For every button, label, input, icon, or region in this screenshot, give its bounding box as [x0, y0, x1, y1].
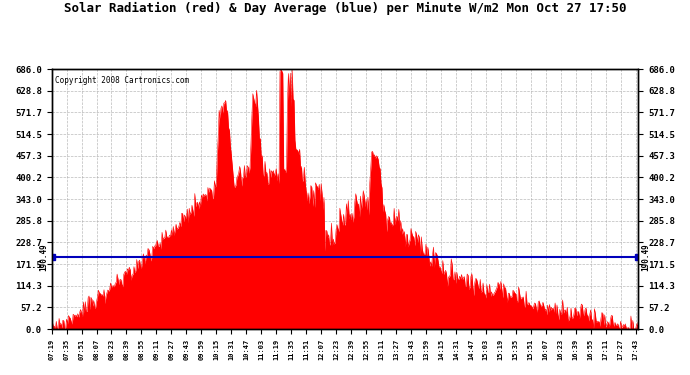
- Text: 190.49: 190.49: [39, 243, 49, 271]
- Text: 190.49: 190.49: [641, 243, 651, 271]
- Text: Solar Radiation (red) & Day Average (blue) per Minute W/m2 Mon Oct 27 17:50: Solar Radiation (red) & Day Average (blu…: [63, 2, 627, 15]
- Text: Copyright 2008 Cartronics.com: Copyright 2008 Cartronics.com: [55, 76, 188, 85]
